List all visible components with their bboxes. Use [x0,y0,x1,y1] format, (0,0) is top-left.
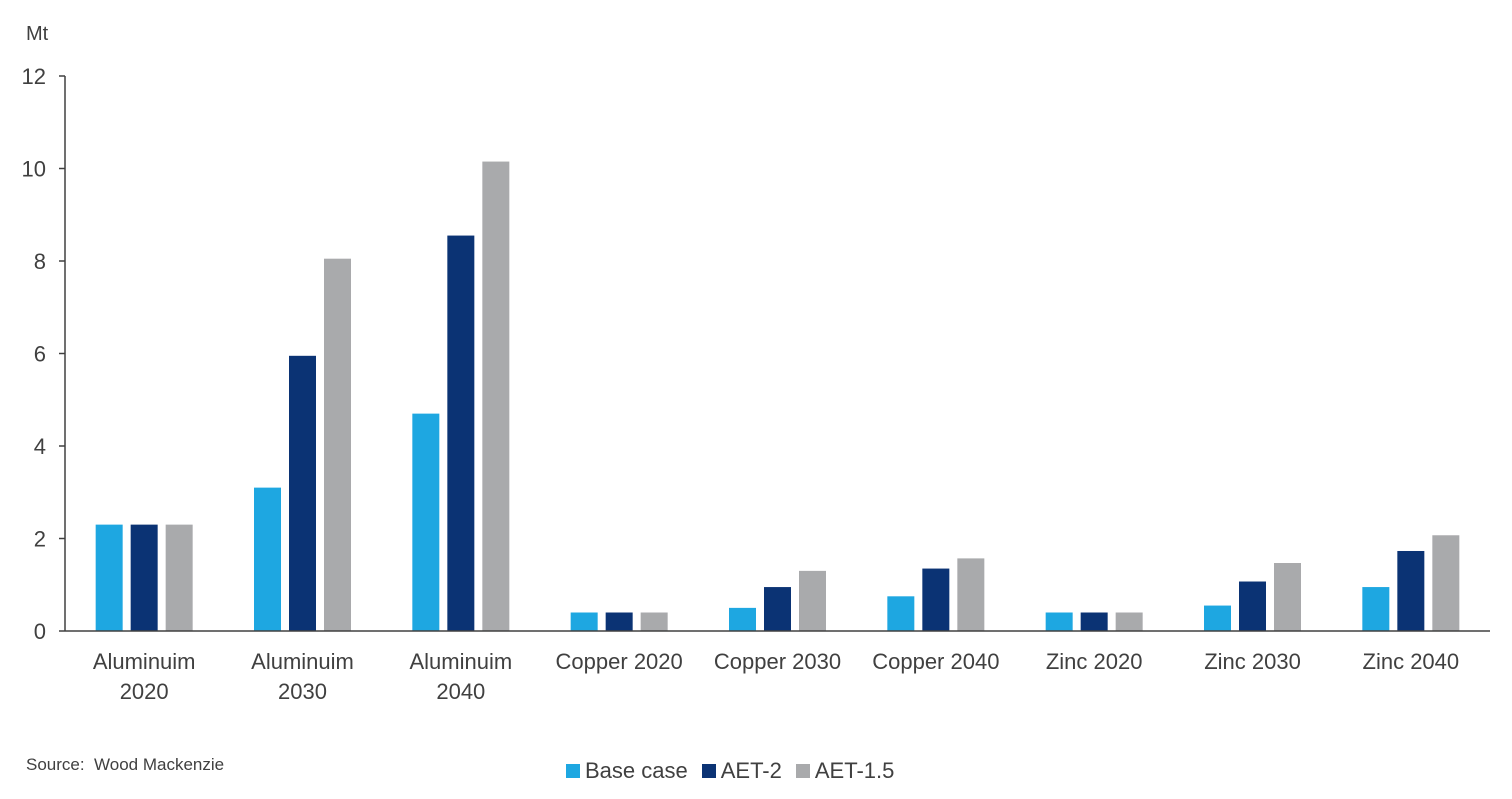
bar-aet-1-5-2 [482,161,510,631]
legend-label: AET-2 [720,758,782,783]
y-axis-unit-label: Mt [26,23,49,45]
bar-aet-1-5-0 [165,524,193,631]
bar-base-case-7 [1204,605,1231,631]
bar-base-case-5 [887,596,915,631]
bar-aet-2-3 [605,612,633,631]
legend-item: AET-1.5 [795,758,895,784]
bar-aet-2-7 [1239,581,1266,631]
source-note: Source: Wood Mackenzie [26,755,225,774]
bar-aet-1-5-6 [1115,612,1143,631]
x-category-label: Aluminuim [409,649,512,674]
y-axis-ticks: 0 2 4 6 8 10 12 [22,64,65,644]
legend-swatch [795,764,810,778]
x-category-label: 2030 [278,679,327,704]
bar-base-case-1 [254,487,281,631]
bar-aet-1-5-4 [799,570,826,631]
y-tick-label: 4 [34,434,46,459]
legend-swatch [701,764,716,778]
x-category-label: Copper 2030 [714,649,841,674]
y-tick-label: 8 [34,249,46,274]
x-category-label: Zinc 2020 [1046,649,1143,674]
y-tick-label: 0 [34,619,46,644]
x-category-label: Aluminuim [251,649,354,674]
bar-base-case-8 [1362,587,1390,631]
x-category-label: Aluminuim [93,649,196,674]
legend-item: AET-2 [701,758,782,784]
bar-base-case-6 [1045,612,1073,631]
bar-aet-1-5-1 [324,258,351,631]
x-category-label: Copper 2020 [556,649,683,674]
bar-base-case-2 [412,413,440,631]
y-tick-label: 10 [22,157,46,182]
bar-aet-2-1 [289,355,316,631]
legend-label: AET-1.5 [814,758,895,783]
y-tick-label: 6 [34,342,46,367]
bar-aet-2-6 [1080,612,1108,631]
bar-aet-1-5-8 [1432,535,1460,631]
bar-aet-2-0 [130,524,158,631]
y-tick-label: 2 [34,527,46,552]
x-category-label: 2020 [120,679,169,704]
bars [95,161,1460,631]
bar-aet-2-8 [1397,550,1425,631]
legend-swatch [566,764,580,778]
bar-base-case-3 [570,612,598,631]
bar-aet-1-5-5 [957,558,985,631]
x-category-label: Zinc 2030 [1204,649,1301,674]
x-category-label: Zinc 2040 [1363,649,1460,674]
y-tick-label: 12 [22,64,46,89]
bar-aet-1-5-7 [1274,563,1301,631]
x-category-label: 2040 [436,679,485,704]
legend: Base case AET-2 AET-1.5 [566,758,908,784]
bar-aet-1-5-3 [640,612,668,631]
bar-base-case-0 [95,524,123,631]
x-axis-labels: Aluminuim 2020 Aluminuim 2030 Aluminuim 2040 C… [93,649,1459,704]
bar-aet-2-2 [447,235,475,631]
legend-item: Base case [566,758,688,784]
x-category-label: Copper 2040 [872,649,999,674]
legend-label: Base case [585,758,688,783]
bar-aet-2-4 [764,587,791,631]
bar-base-case-4 [729,607,756,631]
bar-aet-2-5 [922,568,950,631]
